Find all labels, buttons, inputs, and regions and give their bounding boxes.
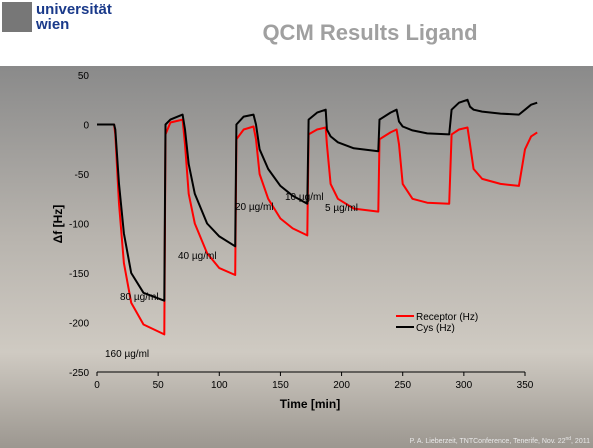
- x-tick-label: 100: [211, 380, 228, 391]
- footer-text: P. A. Lieberzeit, TNTConference, Tenerif…: [410, 438, 566, 445]
- annotation: 80 µg/ml: [120, 292, 159, 303]
- y-tick-label: -250: [69, 368, 89, 379]
- annotation: 20 µg/ml: [235, 202, 274, 213]
- footer-text: , 2011: [571, 438, 590, 445]
- y-axis-title: Δf [Hz]: [51, 205, 65, 244]
- footer: P. A. Lieberzeit, TNTConference, Tenerif…: [410, 436, 591, 445]
- annotation: 5 µg/ml: [325, 203, 358, 214]
- legend-label: Cys (Hz): [416, 323, 455, 334]
- header-band: [0, 0, 593, 66]
- annotation: 10 µg/ml: [285, 192, 324, 203]
- logo-seal: [2, 2, 32, 32]
- y-tick-label: -50: [75, 170, 90, 181]
- logo-text: universität: [36, 1, 112, 18]
- footer-text: nd: [565, 436, 571, 442]
- logo-text: wien: [35, 16, 69, 33]
- background: [0, 66, 593, 448]
- y-tick-label: -200: [69, 319, 89, 330]
- x-tick-label: 0: [94, 380, 100, 391]
- series-line: [97, 98, 538, 302]
- x-tick-label: 350: [517, 380, 534, 391]
- y-tick-label: 0: [83, 121, 89, 132]
- x-tick-label: 50: [153, 380, 165, 391]
- x-tick-label: 200: [333, 380, 350, 391]
- x-tick-label: 300: [456, 380, 473, 391]
- slide-title: QCM Results Ligand: [262, 20, 477, 45]
- legend-label: Receptor (Hz): [416, 312, 478, 323]
- y-tick-label: 50: [78, 71, 90, 82]
- y-tick-label: -100: [69, 220, 89, 231]
- y-tick-label: -150: [69, 269, 89, 280]
- annotation: 40 µg/ml: [178, 251, 217, 262]
- x-tick-label: 150: [272, 380, 289, 391]
- x-axis-title: Time [min]: [280, 397, 340, 411]
- annotation: 160 µg/ml: [105, 349, 149, 360]
- x-tick-label: 250: [394, 380, 411, 391]
